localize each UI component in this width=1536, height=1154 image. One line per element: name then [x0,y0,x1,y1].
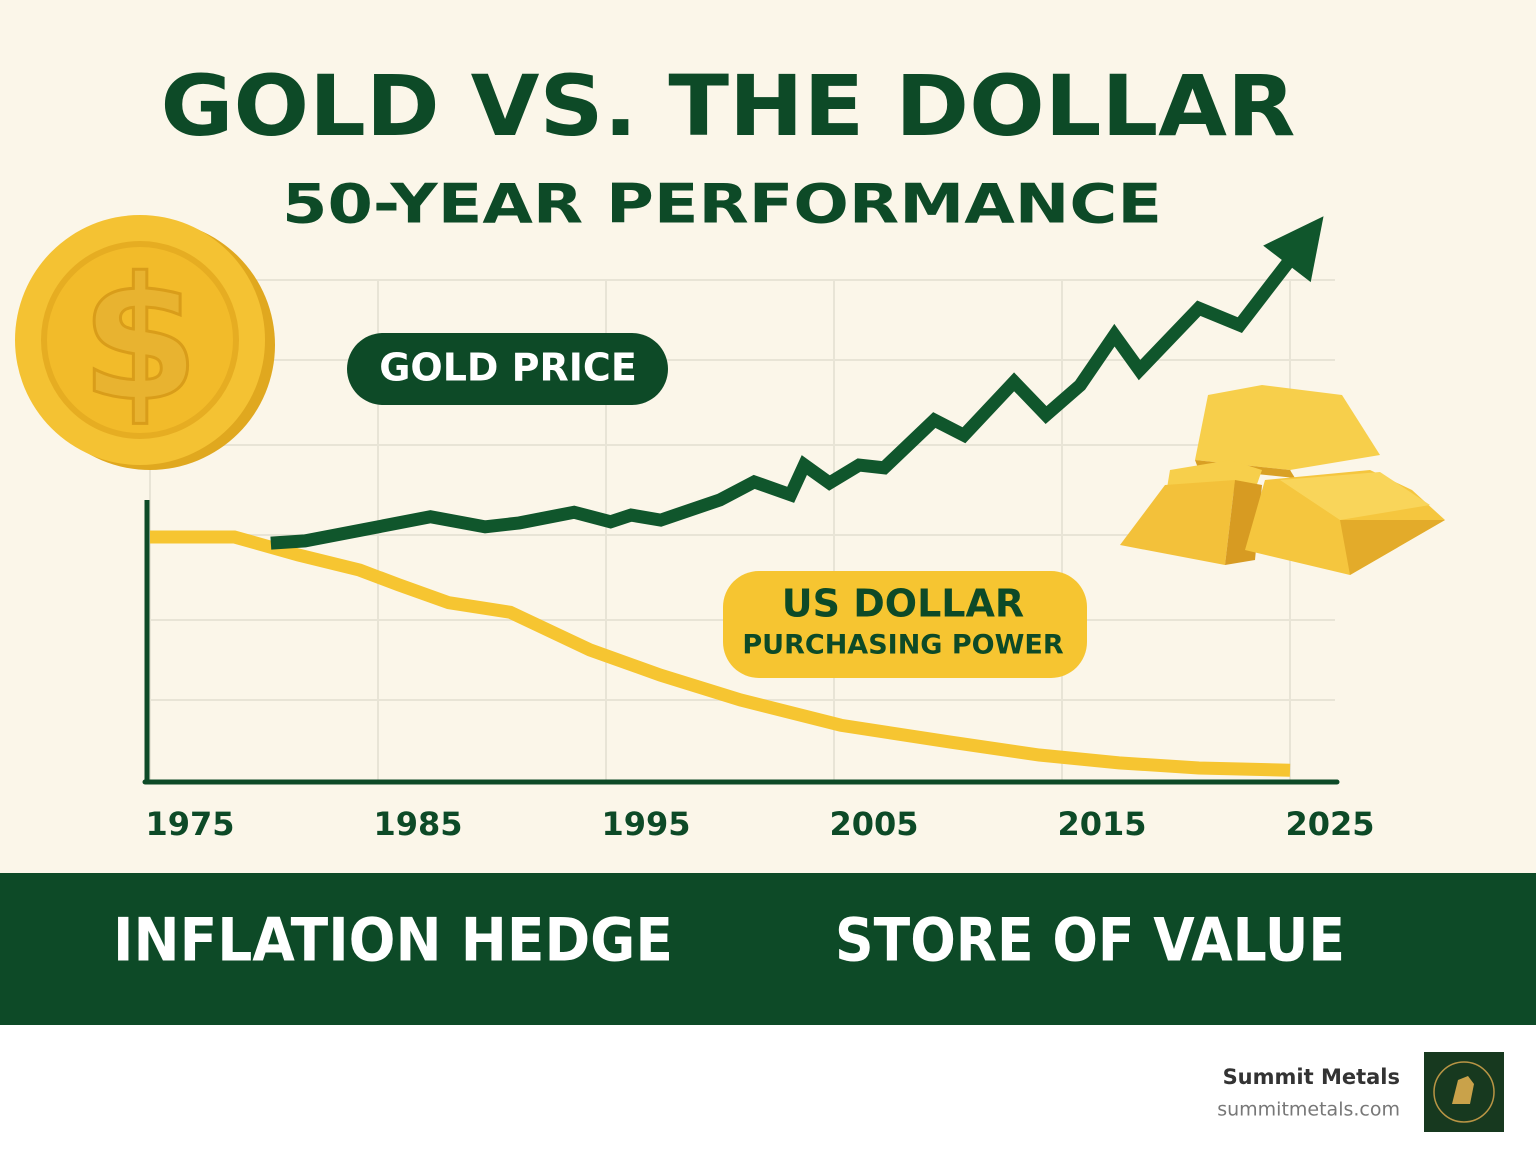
series-line [150,530,1291,777]
bar-top [1195,385,1380,470]
logo-ring [1433,1061,1495,1123]
banner [0,873,1536,1025]
arrow-head [1263,216,1324,283]
gold-bars [1120,385,1445,575]
x-tick-label: 2015 [1057,805,1146,843]
x-tick-label: 1985 [373,805,462,843]
legend-sublabel: PURCHASING POWER [742,630,1063,661]
bar-side [1340,520,1445,575]
banner-text: INFLATION HEDGE [113,906,673,976]
brand-logo [1424,1052,1504,1132]
x-tick-label: 2005 [829,805,918,843]
bar-face [1120,480,1235,565]
legend-label: US DOLLAR [782,582,1024,626]
plot [150,216,1324,777]
legend-pill [347,333,668,405]
coin-rim [41,241,239,439]
x-tick-label: 1975 [145,805,234,843]
chart-subtitle: 50-YEAR PERFORMANCE [282,173,1162,236]
brand-url: summitmetals.com [1217,1099,1400,1121]
coin-symbol: $ [81,241,199,439]
legend-pill [723,571,1087,678]
x-tick-label: 1995 [601,805,690,843]
bar-top [1280,472,1430,520]
banner-text: STORE OF VALUE [835,906,1345,976]
x-tick-label: 2025 [1285,805,1374,843]
chart-title: GOLD VS. THE DOLLAR [161,57,1296,155]
logo-emblem [1452,1076,1474,1104]
brand-name: Summit Metals [1223,1065,1400,1089]
series-line [270,255,1296,550]
coin-icon: $ [15,215,275,470]
legend-label: GOLD PRICE [379,346,637,390]
